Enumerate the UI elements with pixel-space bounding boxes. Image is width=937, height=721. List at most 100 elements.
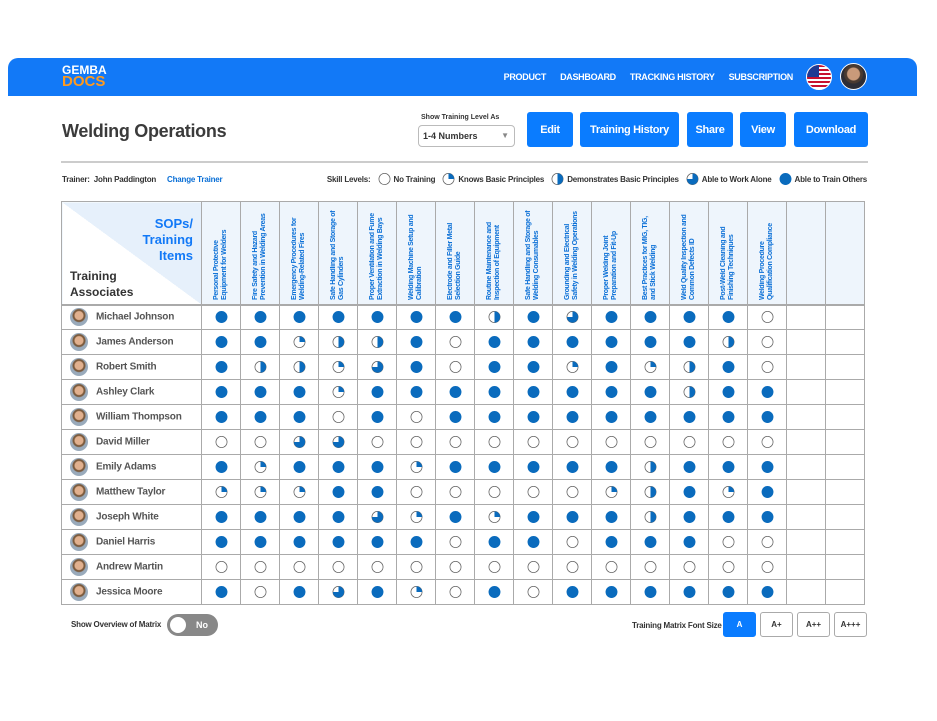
logo[interactable]: GEMBA DOCS [62,63,107,90]
skill-cell[interactable] [474,354,514,380]
skill-cell[interactable] [396,379,436,405]
skill-cell[interactable] [474,404,514,430]
associate-name[interactable]: Andrew Martin [61,554,202,580]
skill-cell[interactable] [318,354,358,380]
skill-cell[interactable] [630,354,670,380]
share-button[interactable]: Share [687,112,733,147]
sop-column-header[interactable] [786,201,826,305]
skill-cell[interactable] [630,404,670,430]
skill-cell[interactable] [357,454,397,480]
skill-cell[interactable] [279,479,319,505]
associate-name[interactable]: James Anderson [61,329,202,355]
skill-cell[interactable] [318,579,358,605]
skill-cell[interactable] [630,504,670,530]
skill-cell[interactable] [279,429,319,455]
skill-cell[interactable] [318,303,358,330]
skill-cell[interactable] [669,329,709,355]
skill-cell[interactable] [201,379,241,405]
skill-cell[interactable] [396,429,436,455]
skill-cell[interactable] [591,454,631,480]
skill-cell[interactable] [552,479,592,505]
skill-cell[interactable] [513,354,553,380]
skill-cell[interactable] [747,579,787,605]
skill-cell[interactable] [708,479,748,505]
skill-cell[interactable] [552,303,592,330]
skill-cell[interactable] [747,354,787,380]
skill-cell[interactable] [591,404,631,430]
nav-link[interactable]: TRACKING HISTORY [629,72,715,82]
skill-cell[interactable] [474,579,514,605]
skill-cell[interactable] [474,379,514,405]
skill-cell[interactable] [279,454,319,480]
skill-cell[interactable] [708,354,748,380]
skill-cell[interactable] [357,303,397,330]
skill-cell[interactable] [591,554,631,580]
skill-cell[interactable] [669,529,709,555]
skill-cell[interactable] [669,479,709,505]
sop-column-header[interactable] [825,201,865,305]
associate-name[interactable]: Joseph White [61,504,202,530]
sop-column-header[interactable]: Safe Handling and Storage of Welding Con… [513,201,553,305]
skill-cell[interactable] [708,404,748,430]
change-trainer-link[interactable]: Change Trainer [167,175,223,184]
skill-cell[interactable] [630,579,670,605]
skill-cell[interactable] [669,554,709,580]
sop-column-header[interactable]: Safe Handling and Storage of Gas Cylinde… [318,201,358,305]
skill-cell[interactable] [747,404,787,430]
skill-cell[interactable] [396,329,436,355]
skill-cell[interactable] [396,354,436,380]
skill-cell[interactable] [513,554,553,580]
skill-cell[interactable] [708,379,748,405]
skill-cell[interactable] [279,354,319,380]
skill-cell[interactable] [201,479,241,505]
user-avatar[interactable] [840,63,867,90]
skill-cell[interactable] [591,354,631,380]
skill-cell[interactable] [435,529,475,555]
skill-cell[interactable] [630,379,670,405]
skill-cell[interactable] [318,529,358,555]
skill-cell[interactable] [474,303,514,330]
font-size-option[interactable]: A+++ [834,612,867,637]
skill-cell[interactable] [552,579,592,605]
skill-cell[interactable] [279,579,319,605]
skill-cell[interactable] [435,404,475,430]
skill-cell[interactable] [435,554,475,580]
skill-cell[interactable] [591,329,631,355]
associate-name[interactable]: William Thompson [61,404,202,430]
skill-cell[interactable] [435,329,475,355]
skill-cell[interactable] [474,479,514,505]
skill-cell[interactable] [513,479,553,505]
skill-cell[interactable] [240,554,280,580]
skill-cell[interactable] [552,429,592,455]
skill-cell[interactable] [708,504,748,530]
skill-cell[interactable] [474,554,514,580]
sop-column-header[interactable]: Proper Ventilation and Fume Extraction i… [357,201,397,305]
skill-cell[interactable] [630,429,670,455]
sop-column-header[interactable]: Routine Maintenance and Inspection of Eq… [474,201,514,305]
associate-name[interactable]: David Miller [61,429,202,455]
skill-cell[interactable] [669,579,709,605]
sop-column-header[interactable]: Welding Procedure Qualification Complian… [747,201,787,305]
skill-cell[interactable] [474,454,514,480]
skill-cell[interactable] [669,404,709,430]
skill-cell[interactable] [435,429,475,455]
associate-name[interactable]: Ashley Clark [61,379,202,405]
skill-cell[interactable] [357,504,397,530]
skill-cell[interactable] [630,303,670,330]
skill-cell[interactable] [435,379,475,405]
skill-cell[interactable] [513,429,553,455]
skill-cell[interactable] [474,504,514,530]
skill-cell[interactable] [396,303,436,330]
training-history-button[interactable]: Training History [580,112,679,147]
skill-cell[interactable] [435,504,475,530]
skill-cell[interactable] [318,479,358,505]
overview-toggle[interactable]: No [167,614,218,636]
skill-cell[interactable] [630,454,670,480]
skill-cell[interactable] [630,554,670,580]
skill-cell[interactable] [318,504,358,530]
skill-cell[interactable] [357,554,397,580]
skill-cell[interactable] [240,479,280,505]
nav-link[interactable]: DASHBOARD [560,72,616,82]
skill-cell[interactable] [357,429,397,455]
skill-cell[interactable] [552,529,592,555]
